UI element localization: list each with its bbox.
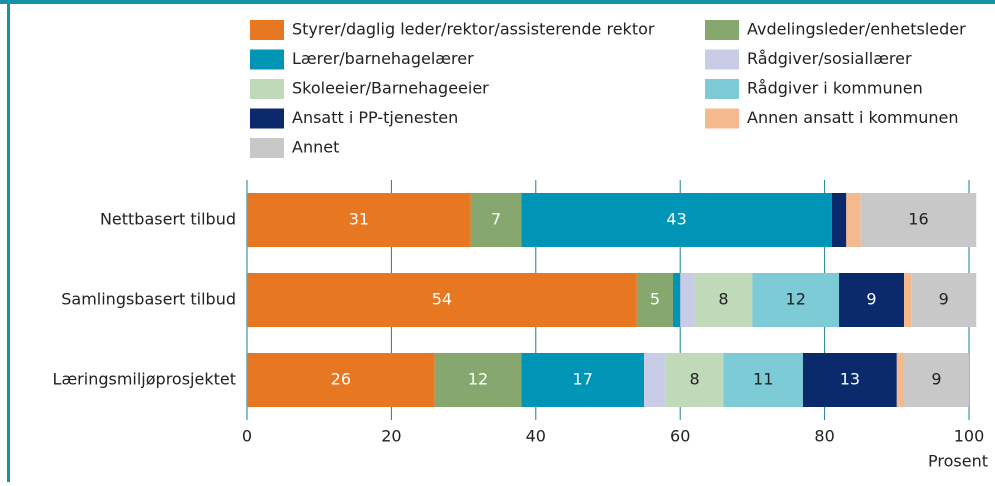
data-label: 16	[908, 210, 928, 229]
x-tick-label: 100	[954, 427, 985, 446]
x-tick-label: 40	[526, 427, 546, 446]
bar-segment	[247, 273, 637, 327]
legend-swatch	[705, 20, 739, 40]
bar-segment	[247, 193, 471, 247]
y-tick-label: Samlingsbasert tilbud	[61, 290, 236, 309]
data-label: 5	[650, 290, 660, 309]
data-label: 9	[931, 370, 941, 389]
x-tick-label: 80	[814, 427, 834, 446]
legend-label: Rådgiver/sosiallærer	[747, 49, 912, 68]
legend-label: Skoleeier/Barnehageeier	[292, 79, 489, 98]
bar-segment	[839, 273, 905, 327]
legend-swatch	[250, 20, 284, 40]
bar-segment	[672, 273, 681, 327]
data-label: 54	[432, 290, 452, 309]
frame-top	[0, 0, 995, 4]
data-label: 9	[939, 290, 949, 309]
bar-segment	[247, 353, 435, 407]
data-label: 43	[666, 210, 686, 229]
data-label: 26	[331, 370, 351, 389]
legend-label: Lærer/barnehagelærer	[292, 49, 474, 68]
bar-segment	[860, 193, 977, 247]
x-tick-label: 20	[381, 427, 401, 446]
legend-swatch	[705, 49, 739, 70]
bar-segment	[911, 273, 977, 327]
legend-label: Rådgiver i kommunen	[747, 79, 923, 98]
data-label: 17	[573, 370, 593, 389]
frame-left	[7, 0, 10, 482]
bar-segment	[831, 193, 847, 247]
bar-segment	[752, 273, 840, 327]
legend-label: Styrer/daglig leder/rektor/assisterende …	[292, 20, 655, 39]
legend-label: Ansatt i PP-tjenesten	[292, 108, 458, 127]
legend-swatch	[250, 49, 284, 70]
bar-segment	[723, 353, 803, 407]
bar-segment	[802, 353, 897, 407]
legend-swatch	[705, 108, 739, 129]
x-axis-label: Prosent	[928, 452, 988, 471]
data-label: 31	[349, 210, 369, 229]
bar-segment	[470, 193, 522, 247]
bar-segment	[665, 353, 724, 407]
legend-label: Annen ansatt i kommunen	[747, 108, 958, 127]
bar-segment	[434, 353, 522, 407]
bar-segment	[644, 353, 666, 407]
data-label: 8	[690, 370, 700, 389]
legend-swatch	[705, 79, 739, 99]
legend-label: Annet	[292, 138, 339, 157]
bar-segment	[904, 273, 912, 327]
legend-swatch	[250, 138, 284, 158]
legend-label: Avdelingsleder/enhetsleder	[747, 20, 966, 39]
x-tick-label: 0	[242, 427, 252, 446]
bar-segment	[636, 273, 673, 327]
bar-segment	[896, 353, 905, 407]
y-tick-label: Nettbasert tilbud	[100, 210, 236, 229]
data-label: 12	[786, 290, 806, 309]
bar-segment	[680, 273, 695, 327]
legend-swatch	[250, 108, 284, 129]
data-label: 8	[718, 290, 728, 309]
bar-segment	[846, 193, 861, 247]
bar-segment	[521, 193, 832, 247]
data-label: 9	[866, 290, 876, 309]
data-label: 12	[468, 370, 488, 389]
y-tick-label: Læringsmiljøprosjektet	[53, 370, 236, 389]
data-label: 13	[840, 370, 860, 389]
bar-segment	[904, 353, 969, 407]
bar-segment	[521, 353, 645, 407]
data-label: 7	[491, 210, 501, 229]
legend-swatch	[250, 79, 284, 99]
bar-segment	[694, 273, 753, 327]
data-label: 11	[753, 370, 773, 389]
x-tick-label: 60	[670, 427, 690, 446]
